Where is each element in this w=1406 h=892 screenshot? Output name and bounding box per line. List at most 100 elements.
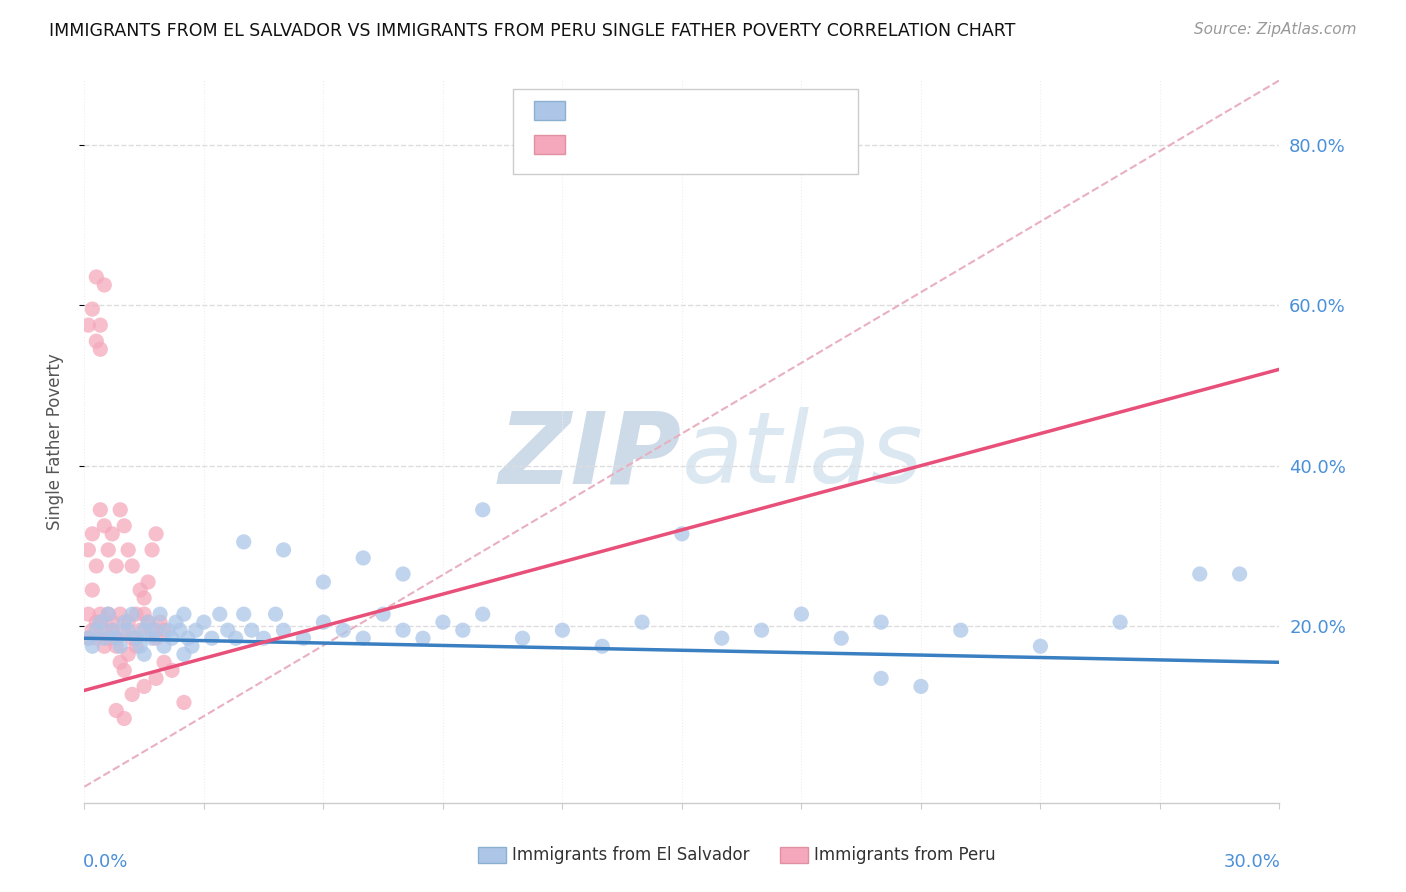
Point: [86, 632, 108, 646]
Point: [101, 623, 124, 637]
Text: atlas: atlas: [682, 408, 924, 505]
Point: [710, 632, 733, 646]
Point: [217, 623, 239, 637]
Point: [110, 639, 132, 653]
Point: [89, 615, 111, 630]
Text: 0.479: 0.479: [607, 135, 664, 153]
Point: [253, 632, 276, 646]
Point: [117, 615, 139, 630]
Point: [125, 607, 148, 621]
Point: [165, 615, 187, 630]
Point: [86, 269, 108, 284]
Point: [121, 632, 143, 646]
Point: [751, 623, 773, 637]
Point: [132, 648, 156, 662]
Point: [132, 607, 156, 621]
Point: [129, 583, 152, 598]
Point: [392, 567, 415, 582]
Point: [89, 318, 111, 333]
Text: N =: N =: [672, 135, 711, 153]
Point: [352, 632, 374, 646]
Point: [145, 632, 167, 646]
Point: [93, 632, 115, 646]
Text: 66: 66: [703, 135, 728, 153]
Point: [153, 639, 176, 653]
Point: [93, 277, 115, 292]
Point: [432, 615, 454, 630]
Point: [412, 632, 434, 646]
Point: [93, 639, 115, 653]
Point: [77, 542, 100, 557]
Point: [89, 607, 111, 621]
Point: [177, 632, 200, 646]
Point: [173, 648, 195, 662]
Point: [93, 623, 115, 637]
Point: [790, 607, 813, 621]
Point: [870, 671, 893, 685]
Point: [512, 632, 534, 646]
Point: [141, 623, 163, 637]
Point: [169, 623, 191, 637]
Point: [82, 526, 104, 541]
Point: [117, 542, 139, 557]
Point: [232, 534, 254, 549]
Point: [273, 542, 295, 557]
Text: -0.126: -0.126: [607, 101, 672, 119]
Point: [112, 664, 135, 678]
Point: [110, 655, 132, 669]
Point: [110, 607, 132, 621]
Point: [82, 583, 104, 598]
Point: [97, 632, 120, 646]
Point: [173, 696, 195, 710]
Point: [77, 632, 100, 646]
Point: [129, 623, 152, 637]
Point: [1229, 567, 1251, 582]
Point: [471, 607, 494, 621]
Point: [86, 615, 108, 630]
Point: [136, 615, 159, 630]
Point: [451, 623, 474, 637]
Point: [949, 623, 972, 637]
Point: [136, 574, 159, 589]
Point: [157, 623, 180, 637]
Point: [89, 615, 111, 630]
Point: [121, 687, 143, 701]
Point: [93, 518, 115, 533]
Point: [292, 632, 315, 646]
Point: [149, 607, 172, 621]
Text: 30.0%: 30.0%: [1223, 854, 1281, 871]
Point: [141, 542, 163, 557]
Point: [101, 623, 124, 637]
Point: [193, 615, 215, 630]
Point: [273, 623, 295, 637]
Point: [105, 632, 128, 646]
Point: [312, 615, 335, 630]
Text: R =: R =: [574, 101, 613, 119]
Text: 73: 73: [703, 101, 728, 119]
Text: Immigrants from El Salvador: Immigrants from El Salvador: [512, 846, 749, 863]
Point: [112, 712, 135, 726]
Point: [101, 615, 124, 630]
Point: [132, 680, 156, 694]
Point: [352, 551, 374, 566]
Point: [551, 623, 574, 637]
Point: [201, 632, 224, 646]
Text: N =: N =: [672, 101, 711, 119]
Point: [373, 607, 395, 621]
Point: [208, 607, 231, 621]
Point: [240, 623, 263, 637]
Text: IMMIGRANTS FROM EL SALVADOR VS IMMIGRANTS FROM PERU SINGLE FATHER POVERTY CORREL: IMMIGRANTS FROM EL SALVADOR VS IMMIGRANT…: [49, 22, 1015, 40]
Point: [77, 632, 100, 646]
Point: [105, 632, 128, 646]
Text: ZIP: ZIP: [499, 408, 682, 505]
Point: [160, 632, 183, 646]
Point: [105, 703, 128, 717]
Text: R =: R =: [574, 135, 613, 153]
Point: [97, 607, 120, 621]
Point: [125, 639, 148, 653]
Point: [77, 318, 100, 333]
Point: [82, 301, 104, 317]
Point: [121, 558, 143, 573]
Point: [671, 526, 693, 541]
Point: [105, 639, 128, 653]
